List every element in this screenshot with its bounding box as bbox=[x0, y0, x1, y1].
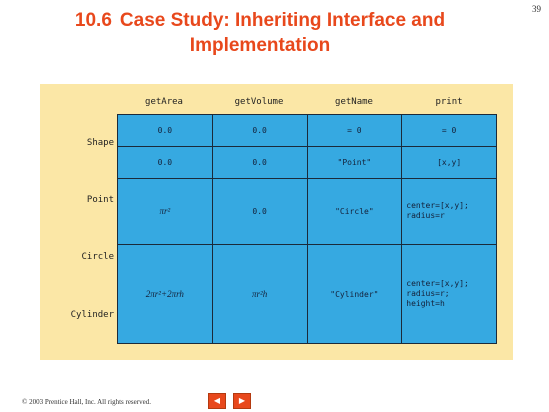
table-cell: "Cylinder" bbox=[306, 244, 403, 344]
table-cell: = 0 bbox=[306, 114, 403, 147]
table-row: 0.0 0.0 = 0 = 0 bbox=[117, 114, 497, 147]
table-cell: 0.0 bbox=[117, 114, 213, 147]
right-arrow-icon: ▶ bbox=[238, 396, 246, 405]
table-cell: 0.0 bbox=[211, 114, 308, 147]
column-header-print: print bbox=[435, 97, 463, 107]
table-cell: "Circle" bbox=[306, 177, 403, 246]
table-cell: center=[x,y]; radius=r; height=h bbox=[401, 244, 497, 344]
table-cell: = 0 bbox=[401, 114, 497, 147]
previous-slide-button[interactable]: ◀ bbox=[208, 393, 226, 409]
column-header-getarea: getArea bbox=[145, 97, 183, 107]
table-cell: πr²h bbox=[211, 244, 308, 344]
section-number: 10.6 bbox=[74, 10, 112, 31]
next-slide-button[interactable]: ▶ bbox=[233, 393, 251, 409]
table-cell: 2πr²+2πrh bbox=[117, 244, 213, 344]
table-row: πr² 0.0 "Circle" center=[x,y]; radius=r bbox=[117, 177, 497, 246]
method-table: 0.0 0.0 = 0 = 0 0.0 0.0 "Point" [x,y] πr… bbox=[117, 114, 497, 344]
table-cell: 0.0 bbox=[211, 145, 308, 179]
table-cell: "Point" bbox=[306, 145, 403, 179]
title-line-1: Case Study: Inheriting Interface and bbox=[119, 10, 446, 31]
table-cell: center=[x,y]; radius=r bbox=[401, 177, 497, 246]
table-cell: πr² bbox=[117, 177, 213, 246]
table-row: 0.0 0.0 "Point" [x,y] bbox=[117, 145, 497, 179]
table-row: 2πr²+2πrh πr²h "Cylinder" center=[x,y]; r… bbox=[117, 244, 497, 344]
row-label-cylinder: Cylinder bbox=[70, 310, 114, 320]
row-label-point: Point bbox=[86, 195, 114, 205]
column-header-getname: getName bbox=[335, 97, 373, 107]
column-header-getvolume: getVolume bbox=[234, 97, 284, 107]
page-number: 39 bbox=[532, 4, 541, 14]
copyright-footer: © 2003 Prentice Hall, Inc. All rights re… bbox=[22, 398, 151, 406]
table-cell: [x,y] bbox=[401, 145, 497, 179]
row-label-circle: Circle bbox=[81, 252, 114, 262]
table-cell: 0.0 bbox=[211, 177, 308, 246]
title-line-2: Implementation bbox=[189, 35, 331, 56]
table-cell: 0.0 bbox=[117, 145, 213, 179]
slide-title: 10.6 Case Study: Inheriting Interface and… bbox=[0, 8, 520, 58]
left-arrow-icon: ◀ bbox=[213, 396, 221, 405]
row-label-shape: Shape bbox=[86, 138, 114, 148]
